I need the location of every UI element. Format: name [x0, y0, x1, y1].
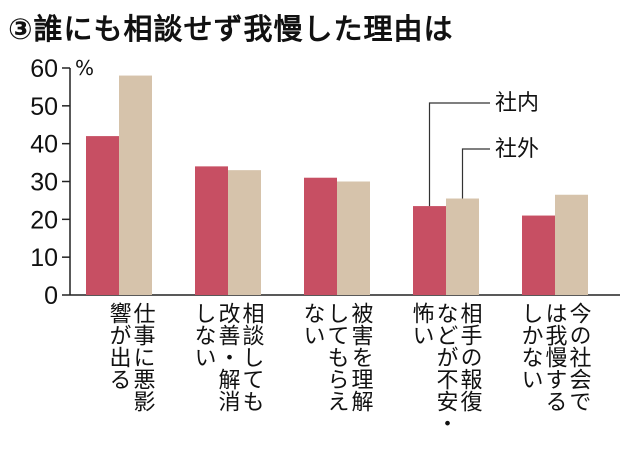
- bar-社外-3: [446, 198, 479, 295]
- bar-社内-1: [195, 166, 228, 295]
- bar-社内-3: [413, 206, 446, 295]
- y-tick-label: 10: [30, 244, 58, 272]
- y-tick-label: 40: [30, 131, 58, 159]
- category-label: 相手の報復: [457, 302, 483, 412]
- category-label: してもらえ: [324, 302, 349, 412]
- bar-社外-1: [228, 170, 261, 295]
- y-tick-label: 60: [30, 55, 58, 83]
- y-tick-label: 20: [30, 206, 58, 234]
- legend-label: 社内: [495, 91, 539, 116]
- category-label: 改善・解消: [215, 302, 241, 412]
- category-label: 怖い: [409, 302, 435, 346]
- bar-社外-2: [337, 181, 370, 295]
- category-label: 響が出る: [106, 302, 131, 390]
- bar-社内-4: [522, 215, 555, 295]
- legend-leader-line: [461, 148, 490, 199]
- bar-社内-0: [86, 136, 119, 295]
- category-label: 被害を理解: [348, 302, 374, 412]
- bar-社外-4: [555, 194, 588, 295]
- category-label: しない: [191, 302, 216, 368]
- y-tick-label: 50: [30, 93, 58, 121]
- y-tick-label: 30: [30, 169, 58, 197]
- y-tick-label: 0: [44, 282, 58, 310]
- bars: [86, 75, 588, 295]
- category-label: 相談しても: [239, 302, 265, 412]
- chart-title: ③誰にも相談せず我慢した理由は: [8, 12, 454, 46]
- legend-leader-line: [428, 102, 490, 207]
- category-label: などが不安・: [433, 302, 459, 434]
- category-label: 今の社会で: [566, 302, 592, 412]
- y-unit-label: %: [75, 56, 94, 80]
- category-label: しかない: [518, 302, 543, 390]
- category-label: は我慢する: [542, 302, 568, 412]
- bar-社内-2: [304, 177, 337, 295]
- category-label: ない: [300, 302, 325, 346]
- bar-社外-0: [119, 75, 152, 295]
- legend-label: 社外: [495, 137, 539, 162]
- category-label: 仕事に悪影: [130, 302, 156, 412]
